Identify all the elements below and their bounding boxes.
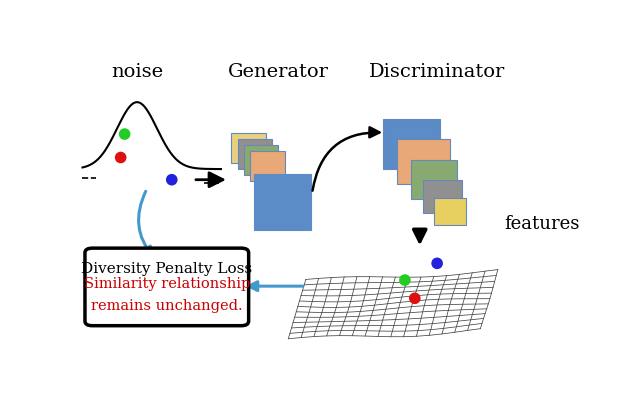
Point <box>400 277 410 283</box>
Point <box>410 295 420 301</box>
Bar <box>412 160 457 199</box>
Bar <box>423 180 462 213</box>
Text: Generator: Generator <box>228 62 329 81</box>
Bar <box>250 151 285 181</box>
Bar <box>231 133 266 163</box>
FancyBboxPatch shape <box>85 248 248 326</box>
Text: Diversity Penalty Loss: Diversity Penalty Loss <box>81 262 252 276</box>
Text: Discriminator: Discriminator <box>369 62 505 81</box>
Bar <box>237 139 273 169</box>
Point <box>116 154 126 161</box>
Point <box>432 260 442 267</box>
Text: Similarity relationship
remains unchanged.: Similarity relationship remains unchange… <box>84 277 250 313</box>
Text: noise: noise <box>111 62 163 81</box>
Bar <box>253 174 310 230</box>
Text: features: features <box>504 215 579 233</box>
Bar <box>383 119 440 169</box>
Bar <box>397 139 449 184</box>
Bar <box>434 198 467 225</box>
Point <box>120 131 130 137</box>
Point <box>166 177 177 183</box>
Bar <box>244 145 278 175</box>
